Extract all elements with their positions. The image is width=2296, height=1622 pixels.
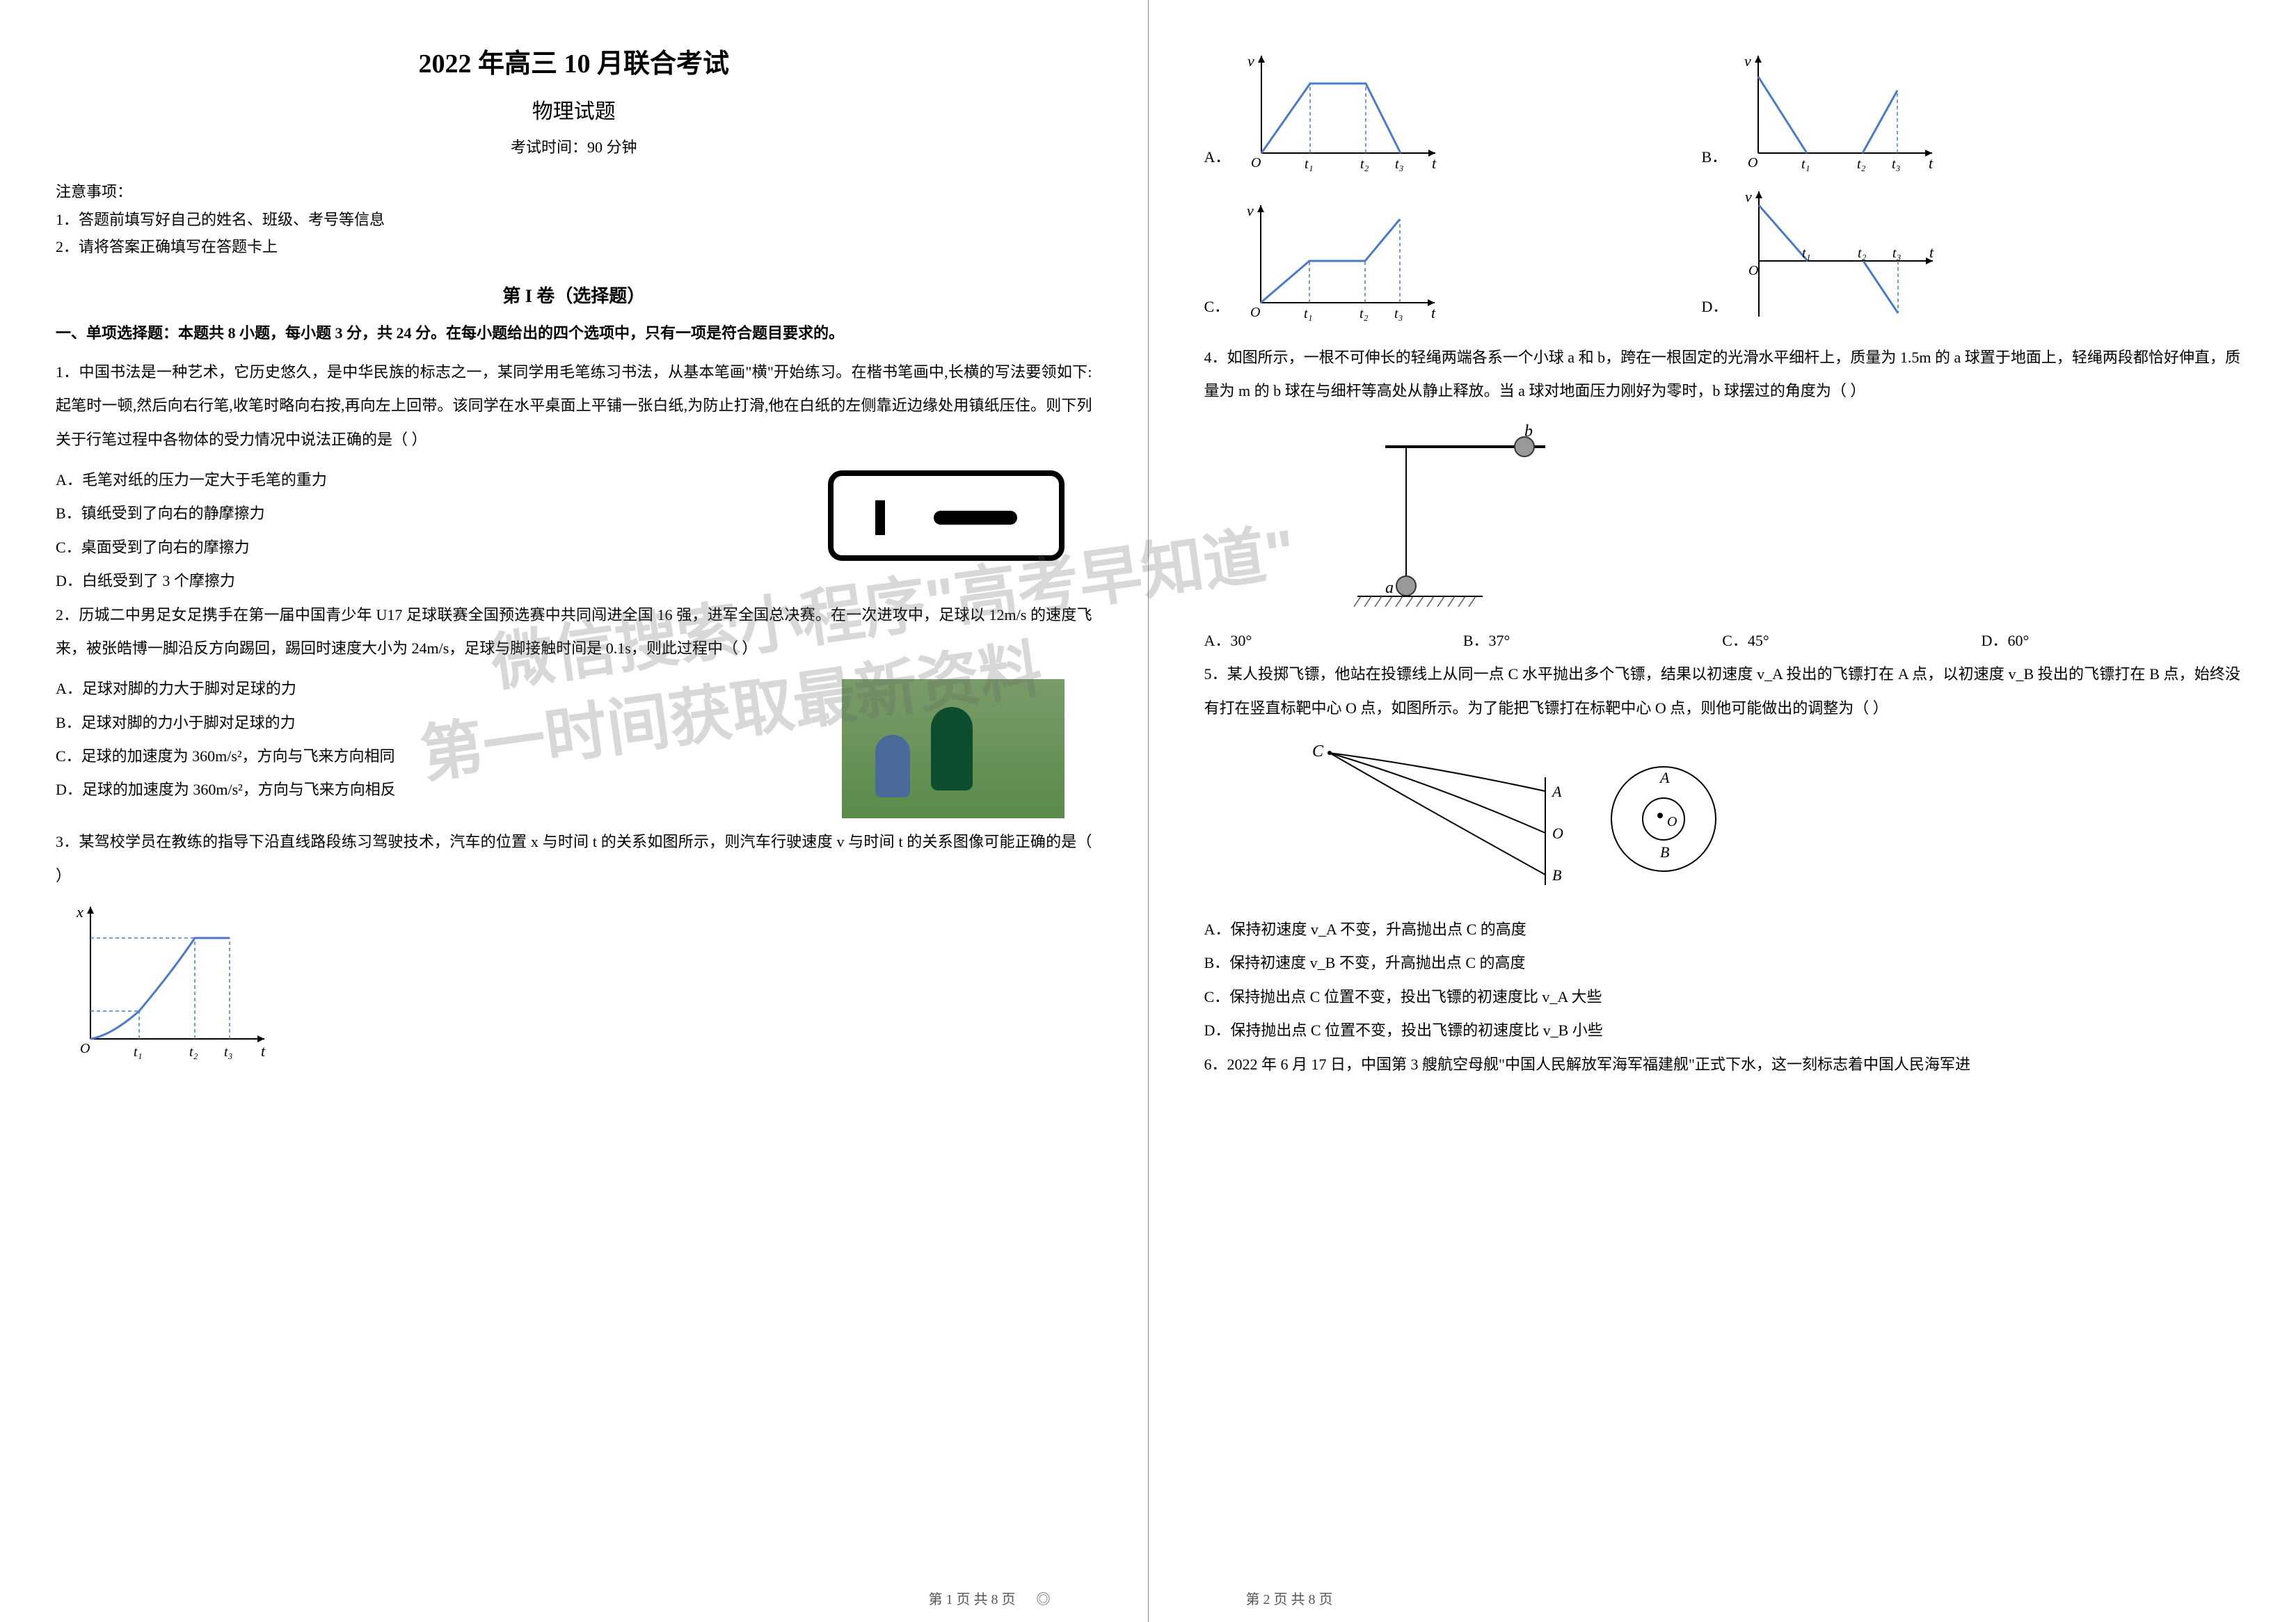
notice-item-2: 2．请将答案正确填写在答题卡上 bbox=[56, 233, 1092, 261]
page-2: A． v t O t₁ t₂ t₃ bbox=[1149, 0, 2296, 1622]
svg-text:t₂: t₂ bbox=[189, 1044, 198, 1060]
svg-text:t₃: t₃ bbox=[224, 1044, 233, 1060]
svg-text:O: O bbox=[80, 1041, 90, 1056]
svg-text:v: v bbox=[1247, 202, 1254, 219]
q5-text: 5．某人投掷飞镖，他站在投镖线上从同一点 C 水平抛出多个飞镖，结果以初速度 v… bbox=[1204, 658, 2241, 725]
svg-text:t₁: t₁ bbox=[1801, 157, 1810, 172]
q1-figure bbox=[828, 470, 1065, 561]
svg-text:t₁: t₁ bbox=[1305, 157, 1314, 172]
q3-graph-c: C． v t O t₁ t₂ t₃ bbox=[1204, 184, 1702, 324]
svg-text:v: v bbox=[1744, 52, 1751, 70]
svg-text:O: O bbox=[1250, 305, 1260, 320]
exam-time: 考试时间：90 分钟 bbox=[56, 135, 1092, 157]
svg-text:t₃: t₃ bbox=[1892, 246, 1902, 261]
page-1: 2022 年高三 10 月联合考试 物理试题 考试时间：90 分钟 注意事项： … bbox=[0, 0, 1149, 1622]
section-1-instruction: 一、单项选择题：本题共 8 小题，每小题 3 分，共 24 分。在每小题给出的四… bbox=[56, 318, 1092, 349]
exam-title: 2022 年高三 10 月联合考试 bbox=[56, 42, 1092, 80]
q3-opt-c-label: C． bbox=[1204, 294, 1230, 324]
q4-opt-d: D．60° bbox=[1982, 624, 2240, 658]
q4-opt-a: A．30° bbox=[1204, 624, 1463, 658]
footer-page-1: 第 1 页 共 8 页 ◎ bbox=[56, 1588, 1092, 1608]
q1-text: 1．中国书法是一种艺术，它历史悠久，是中华民族的标志之一，某同学用毛笔练习书法，… bbox=[56, 356, 1092, 456]
q5-diagram: C A O B A O B bbox=[1309, 736, 2241, 903]
svg-text:O: O bbox=[1251, 155, 1261, 170]
q3-graph-a: A． v t O t₁ t₂ t₃ bbox=[1204, 49, 1702, 174]
notice-header: 注意事项： bbox=[56, 178, 1092, 206]
q5-opt-d: D．保持抛出点 C 位置不变，投出飞镖的初速度比 v_B 小些 bbox=[1204, 1014, 2241, 1047]
q4-opt-b: B．37° bbox=[1463, 624, 1722, 658]
svg-text:t₂: t₂ bbox=[1360, 157, 1369, 172]
q3-text: 3．某驾校学员在教练的指导下沿直线路段练习驾驶技术，汽车的位置 x 与时间 t … bbox=[56, 825, 1092, 893]
svg-text:b: b bbox=[1524, 422, 1533, 440]
svg-text:t₃: t₃ bbox=[1395, 157, 1404, 172]
svg-text:t₁: t₁ bbox=[1304, 306, 1313, 321]
svg-text:B: B bbox=[1660, 843, 1669, 861]
svg-text:O: O bbox=[1667, 814, 1677, 829]
footer-right-text: 第 2 页 共 8 页 bbox=[1246, 1592, 1333, 1607]
svg-text:O: O bbox=[1748, 263, 1758, 278]
svg-text:t₃: t₃ bbox=[1892, 157, 1901, 172]
footer-sep: ◎ bbox=[1037, 1592, 1051, 1607]
footer-page-2: 第 2 页 共 8 页 bbox=[1204, 1588, 2241, 1608]
q3-opt-b-label: B． bbox=[1701, 145, 1727, 174]
q3-opt-a-label: A． bbox=[1204, 145, 1231, 174]
svg-text:t₂: t₂ bbox=[1857, 157, 1866, 172]
svg-text:B: B bbox=[1552, 866, 1561, 884]
svg-text:v: v bbox=[1247, 52, 1254, 70]
svg-text:A: A bbox=[1659, 769, 1670, 786]
q5-opt-b: B．保持初速度 v_B 不变，升高抛出点 C 的高度 bbox=[1204, 946, 2241, 980]
svg-text:a: a bbox=[1385, 579, 1394, 597]
svg-text:t₂: t₂ bbox=[1858, 246, 1867, 261]
q4-diagram: a b bbox=[1344, 419, 2241, 614]
q4-text: 4．如图所示，一根不可伸长的轻绳两端各系一个小球 a 和 b，跨在一根固定的光滑… bbox=[1204, 341, 2241, 408]
svg-text:t: t bbox=[261, 1042, 266, 1060]
svg-text:t₁: t₁ bbox=[1802, 246, 1811, 261]
svg-text:x: x bbox=[76, 903, 83, 921]
svg-text:O: O bbox=[1552, 825, 1563, 842]
q5-opt-a: A．保持初速度 v_A 不变，升高抛出点 C 的高度 bbox=[1204, 913, 2241, 946]
q2-figure bbox=[842, 679, 1065, 818]
q4-opt-c: C．45° bbox=[1722, 624, 1981, 658]
q6-text: 6．2022 年 6 月 17 日，中国第 3 艘航空母舰"中国人民解放军海军福… bbox=[1204, 1048, 2241, 1081]
q3-graph-b: B． v t O t₁ t₂ t₃ bbox=[1701, 49, 2199, 174]
q3-graph-xt: x t O t₁ t₂ t₃ bbox=[70, 900, 1092, 1067]
svg-text:A: A bbox=[1551, 783, 1562, 800]
svg-text:t: t bbox=[1929, 154, 1934, 172]
svg-text:t₃: t₃ bbox=[1394, 306, 1403, 321]
notice-item-1: 1．答题前填写好自己的姓名、班级、考号等信息 bbox=[56, 206, 1092, 234]
svg-text:t: t bbox=[1432, 154, 1437, 172]
svg-text:t₁: t₁ bbox=[134, 1044, 143, 1060]
q3-option-graphs: A． v t O t₁ t₂ t₃ bbox=[1204, 49, 2241, 334]
q3-graph-d: D． v t O t₁ t₂ t₃ bbox=[1701, 184, 2199, 324]
q1-opt-d: D．白纸受到了 3 个摩擦力 bbox=[56, 564, 1092, 598]
q3-opt-d-label: D． bbox=[1701, 294, 1728, 324]
section-1-title: 第 I 卷（选择题） bbox=[56, 282, 1092, 308]
svg-text:t: t bbox=[1431, 304, 1436, 321]
svg-text:t₂: t₂ bbox=[1360, 306, 1369, 321]
q4-options: A．30° B．37° C．45° D．60° bbox=[1204, 624, 2241, 658]
q5-opt-c: C．保持抛出点 C 位置不变，投出飞镖的初速度比 v_A 大些 bbox=[1204, 980, 2241, 1014]
page-container: 2022 年高三 10 月联合考试 物理试题 考试时间：90 分钟 注意事项： … bbox=[0, 0, 2296, 1622]
svg-text:v: v bbox=[1745, 188, 1752, 205]
svg-text:C: C bbox=[1312, 742, 1324, 761]
svg-text:O: O bbox=[1748, 155, 1757, 170]
svg-text:t: t bbox=[1929, 244, 1934, 261]
subject-title: 物理试题 bbox=[56, 94, 1092, 125]
q2-text: 2．历城二中男足女足携手在第一届中国青少年 U17 足球联赛全国预选赛中共同闯进… bbox=[56, 598, 1092, 666]
footer-left-text: 第 1 页 共 8 页 bbox=[929, 1592, 1016, 1607]
